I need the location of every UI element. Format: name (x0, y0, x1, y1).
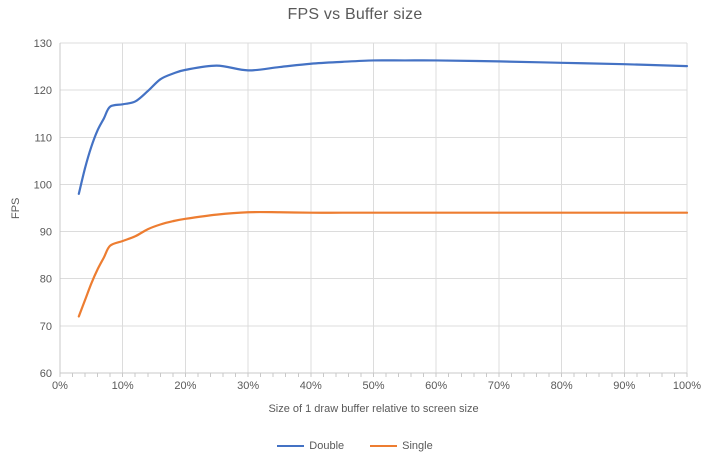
y-tick-label: 60 (40, 368, 52, 380)
x-tick-label: 40% (300, 380, 322, 392)
x-tick-label: 80% (551, 380, 573, 392)
legend-item-double: Double (277, 440, 344, 452)
chart-title: FPS vs Buffer size (287, 6, 423, 23)
y-tick-label: 90 (40, 227, 52, 239)
y-axis-title: FPS (10, 197, 22, 219)
y-tick-label: 130 (34, 38, 52, 50)
x-axis-title: Size of 1 draw buffer relative to screen… (268, 403, 479, 415)
x-tick-label: 100% (673, 380, 701, 392)
x-tick-label: 50% (362, 380, 384, 392)
y-tick-label: 70 (40, 321, 52, 333)
legend-label-double: Double (309, 440, 345, 452)
legend: Double Single (0, 440, 710, 452)
series-line-double (77, 59, 689, 195)
legend-line-swatch-single (370, 445, 398, 447)
x-tick-label: 30% (237, 380, 259, 392)
x-tick-label: 0% (52, 380, 68, 392)
y-tick-label: 100 (34, 179, 52, 191)
y-tick-label: 120 (34, 85, 52, 97)
legend-item-single: Single (370, 440, 433, 452)
x-tick-label: 20% (174, 380, 196, 392)
y-tick-label: 80 (40, 274, 52, 286)
legend-line-swatch-double (277, 445, 305, 447)
legend-label-single: Single (402, 440, 433, 452)
x-tick-label: 70% (488, 380, 510, 392)
x-tick-label: 90% (613, 380, 635, 392)
y-tick-label: 110 (34, 132, 52, 144)
x-tick-label: 10% (112, 380, 134, 392)
series-line-single (77, 210, 689, 318)
x-tick-label: 60% (425, 380, 447, 392)
